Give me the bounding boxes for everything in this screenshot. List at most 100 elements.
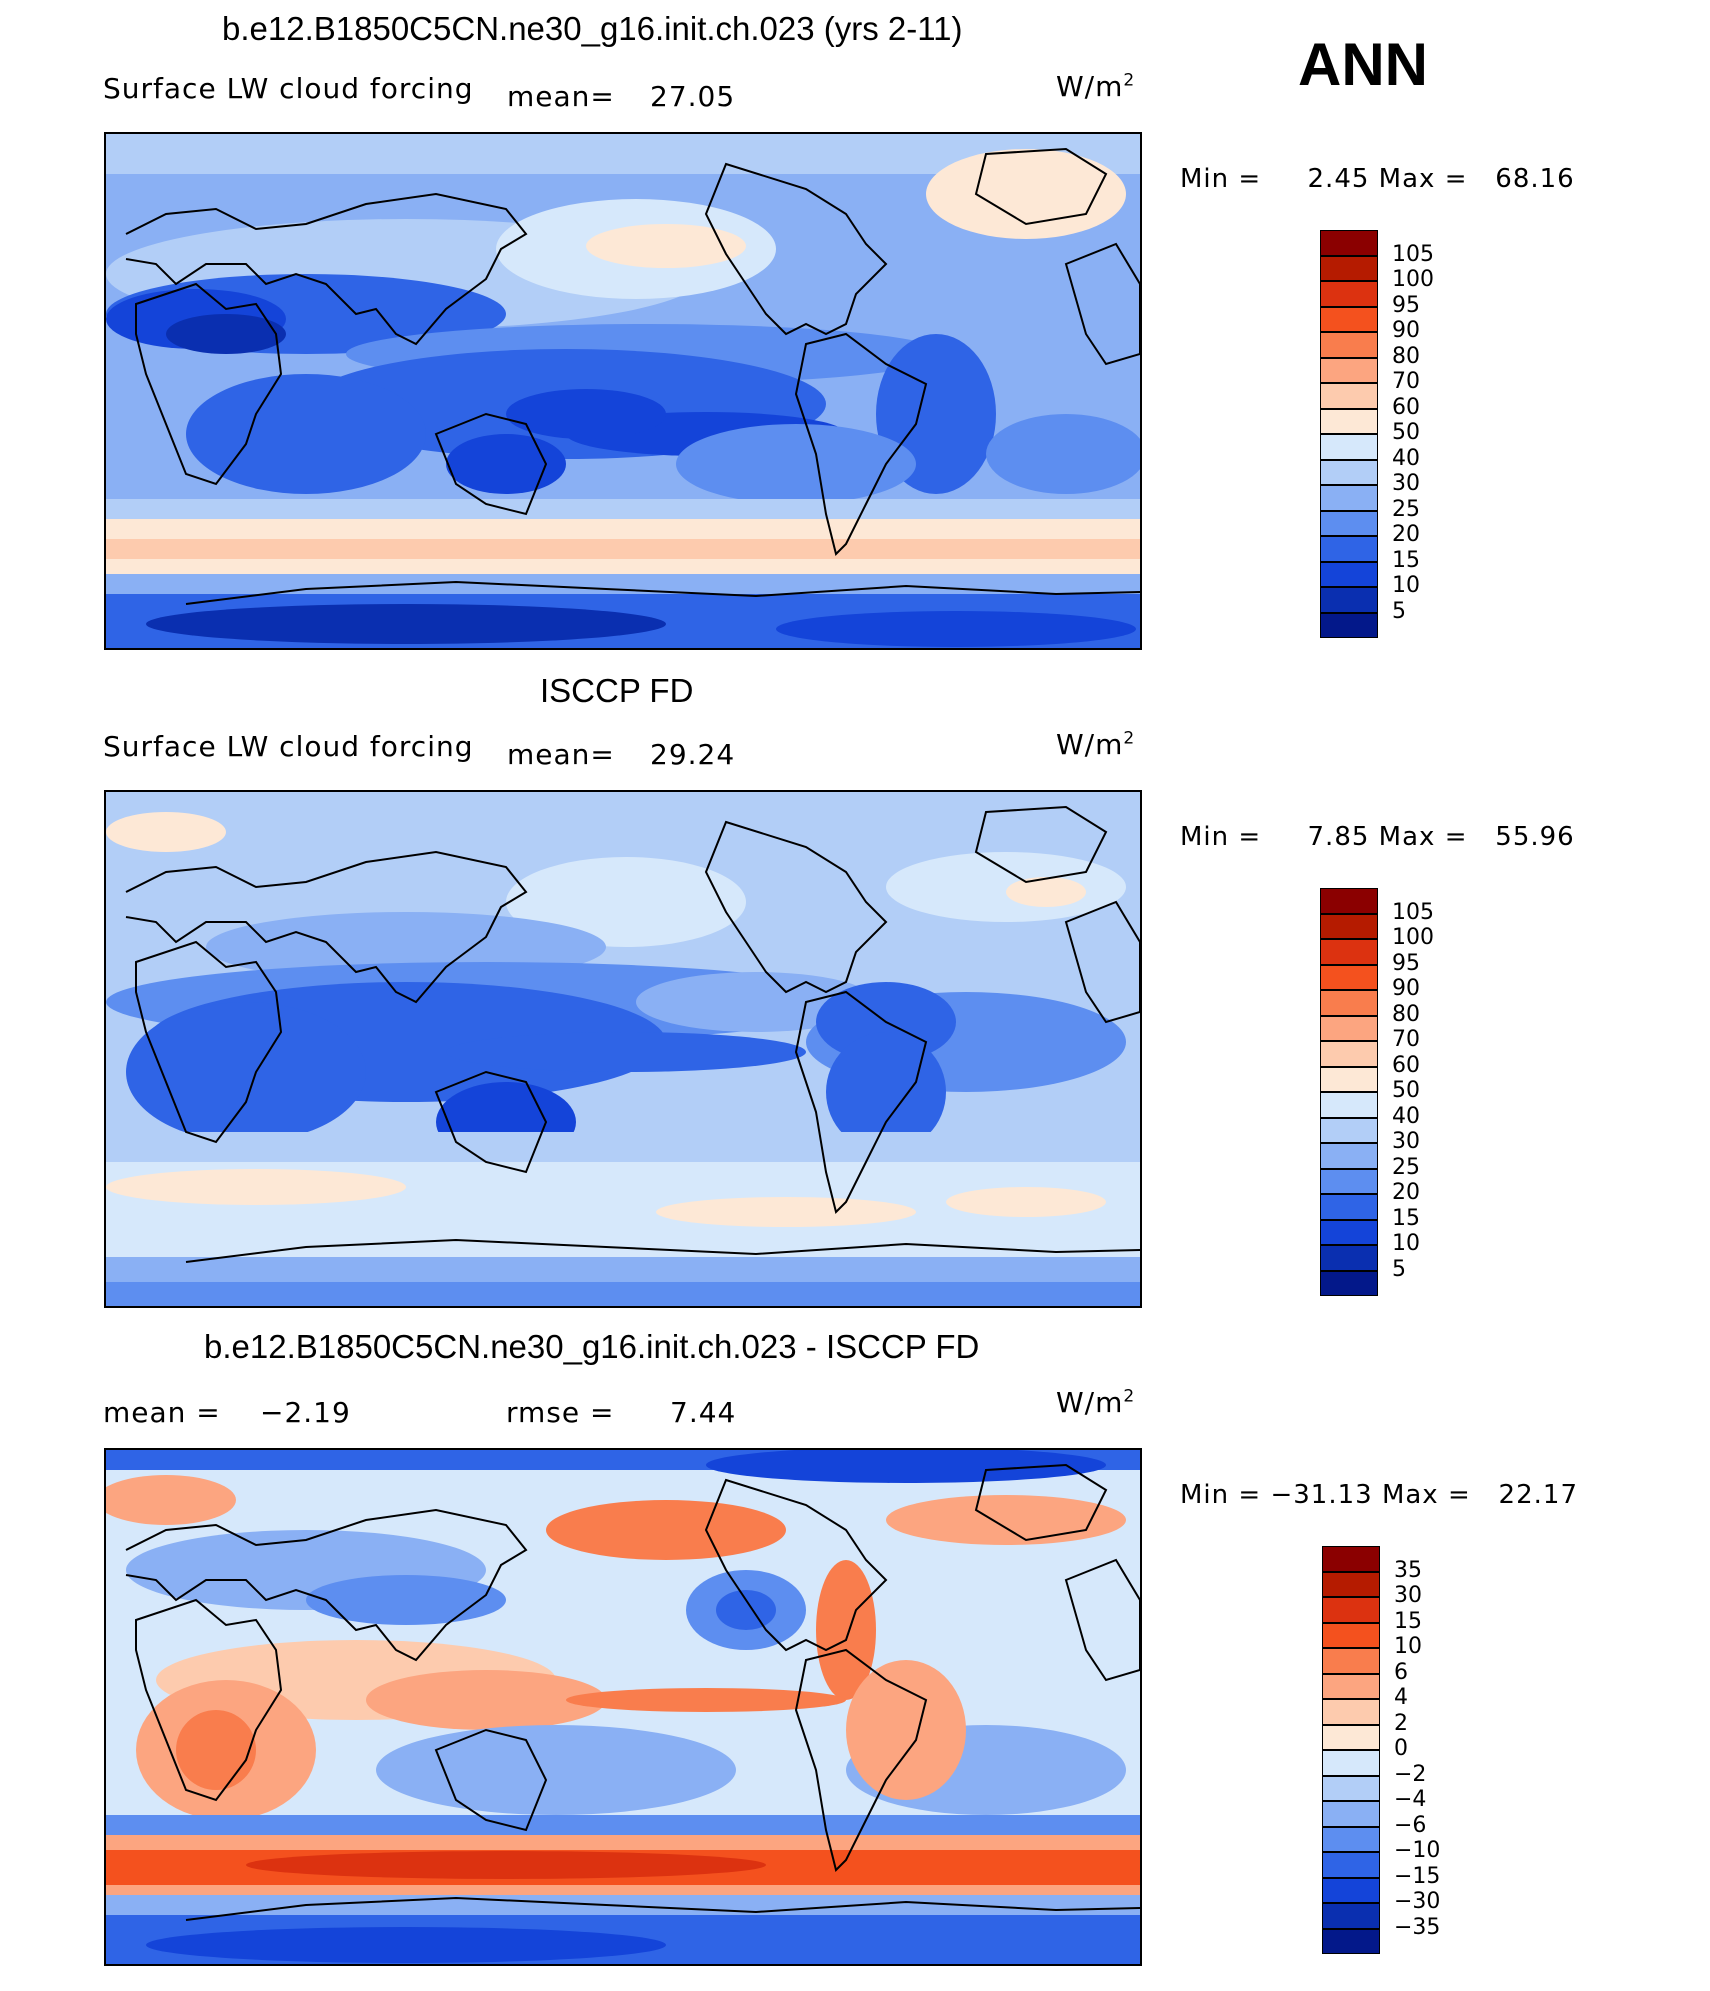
colorbar-level-label: 40 [1392,445,1420,471]
colorbar-swatch [1322,1750,1380,1776]
colorbar-level-label: 10 [1392,1231,1420,1256]
colorbar-level-label: 20 [1392,522,1420,547]
colorbar-swatch [1322,1801,1380,1827]
colorbar-swatch [1320,964,1378,990]
colorbar-level-label: 35 [1394,1557,1422,1583]
panel3-mean-label: mean = [103,1396,221,1429]
colorbar-level-label: 60 [1392,394,1420,420]
panel2-units: W/m2 [1056,728,1136,761]
colorbar-swatch [1320,383,1378,409]
colorbar-level-label: 40 [1392,1103,1420,1129]
colorbar-level-label: −10 [1394,1838,1441,1863]
panel1-mean-label: mean= [507,80,615,113]
colorbar-level-label: −30 [1394,1889,1441,1914]
colorbar-level-label: 80 [1392,343,1420,369]
panel1-title: b.e12.B1850C5CN.ne30_g16.init.ch.023 (yr… [222,10,963,47]
colorbar-swatch [1320,255,1378,281]
colorbar-swatch [1320,1143,1378,1169]
colorbar-level-label: 10 [1392,573,1420,598]
panel3-mean-value: −2.19 [260,1396,351,1429]
colorbar-level-label: 6 [1394,1659,1408,1685]
colorbar-level-label: −15 [1394,1863,1441,1889]
panel2-minmax: Min = 7.85 Max = 55.96 [1180,822,1575,852]
colorbar-level-label: 15 [1394,1608,1422,1634]
panel2-map [104,790,1142,1308]
colorbar-swatch [1320,459,1378,485]
colorbar-swatch [1322,1826,1380,1852]
season-label: ANN [1298,31,1428,98]
colorbar-swatch [1320,332,1378,358]
colorbar-swatch [1322,1724,1380,1750]
panel1-map [104,132,1142,650]
colorbar-level-label: −2 [1394,1761,1427,1787]
colorbar-level-label: 15 [1392,1205,1420,1231]
colorbar-level-label: 50 [1392,420,1420,445]
panel2-variable: Surface LW cloud forcing [103,730,474,763]
colorbar-swatch [1322,1699,1380,1725]
colorbar-swatch [1320,587,1378,613]
colorbar-level-label: 80 [1392,1001,1420,1027]
colorbar-swatch [1322,1546,1380,1572]
colorbar-level-label: 30 [1392,471,1420,496]
colorbar-swatch [1322,1852,1380,1878]
colorbar-level-label: 10 [1394,1634,1422,1659]
colorbar-swatch [1320,1219,1378,1245]
colorbar-swatch [1322,1775,1380,1801]
panel2-title: ISCCP FD [540,672,694,709]
colorbar-swatch [1320,990,1378,1016]
colorbar-swatch [1320,281,1378,307]
colorbar-level-label: 4 [1394,1685,1408,1710]
colorbar-level-label: 90 [1392,318,1420,343]
colorbar-level-label: 5 [1392,1256,1406,1282]
colorbar-level-label: 30 [1394,1583,1422,1608]
colorbar-swatch [1320,230,1378,256]
colorbar-level-label: 105 [1392,899,1434,925]
panel2-map-field [106,792,1140,1306]
colorbar-swatch [1320,1168,1378,1194]
colorbar-swatch [1320,485,1378,511]
colorbar-swatch [1322,1622,1380,1648]
colorbar-level-label: −6 [1394,1812,1427,1838]
panel1-minmax: Min = 2.45 Max = 68.16 [1180,164,1575,194]
panel1-variable: Surface LW cloud forcing [103,72,474,105]
panel3-map [104,1448,1142,1966]
colorbar-level-label: 5 [1392,598,1406,624]
colorbar-level-label: 2 [1394,1710,1408,1736]
colorbar-level-label: 25 [1392,1154,1420,1180]
colorbar-swatch [1322,1673,1380,1699]
colorbar-swatch [1320,306,1378,332]
colorbar-swatch [1322,1571,1380,1597]
colorbar-level-label: 95 [1392,950,1420,976]
colorbar-swatch [1320,612,1378,638]
colorbar-swatch [1322,1597,1380,1623]
colorbar-level-label: 100 [1392,267,1434,292]
colorbar-swatch [1322,1648,1380,1674]
colorbar-level-label: 70 [1392,369,1420,394]
panel3-rmse-label: rmse = [506,1396,615,1429]
colorbar-swatch [1322,1903,1380,1929]
colorbar-level-label: 100 [1392,925,1434,950]
colorbar-swatch [1320,536,1378,562]
panel2-mean-label: mean= [507,738,615,771]
panel3-rmse-value: 7.44 [670,1396,737,1429]
panel1-map-field [106,134,1140,648]
panel3-title: b.e12.B1850C5CN.ne30_g16.init.ch.023 - I… [204,1328,980,1365]
colorbar-level-label: −35 [1394,1914,1441,1940]
colorbar-swatch [1320,1194,1378,1220]
colorbar-level-label: 30 [1392,1129,1420,1154]
panel3-units: W/m2 [1056,1386,1136,1419]
colorbar-level-label: 95 [1392,292,1420,318]
colorbar-swatch [1320,1015,1378,1041]
colorbar-level-label: 50 [1392,1078,1420,1103]
colorbar-swatch [1320,408,1378,434]
colorbar-swatch [1320,939,1378,965]
panel2-mean-value: 29.24 [650,738,736,771]
colorbar-swatch [1322,1928,1380,1954]
colorbar-swatch [1320,1092,1378,1118]
panel1-units: W/m2 [1056,70,1136,103]
colorbar-swatch [1320,888,1378,914]
colorbar-level-label: 90 [1392,976,1420,1001]
colorbar-level-label: 25 [1392,496,1420,522]
colorbar-swatch [1320,510,1378,536]
colorbar-level-label: 60 [1392,1052,1420,1078]
